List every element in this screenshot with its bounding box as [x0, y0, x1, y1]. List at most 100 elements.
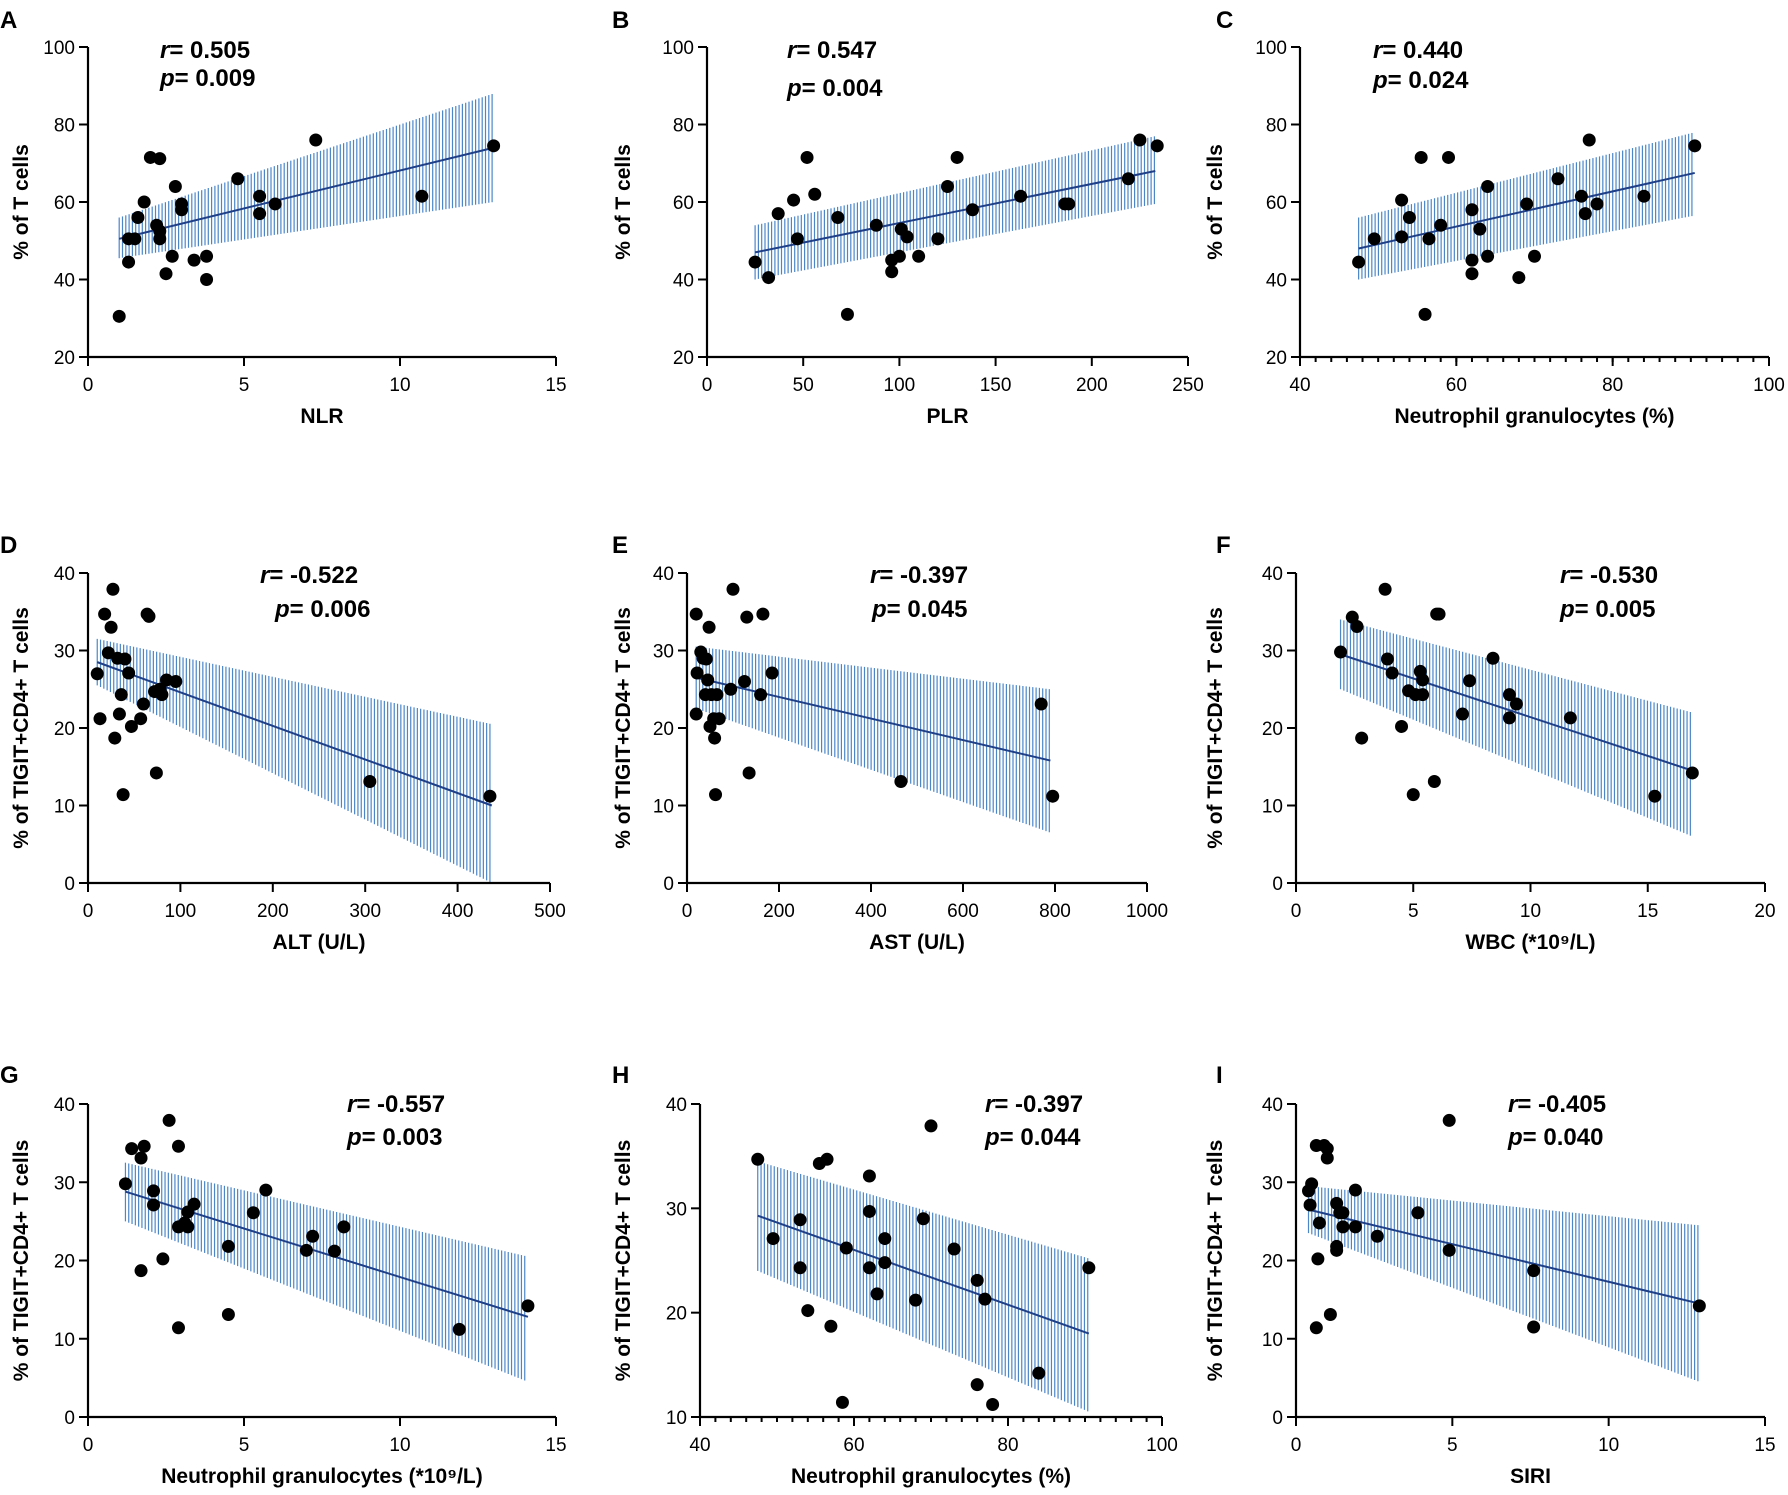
data-points — [689, 582, 1060, 803]
r-value: = -0.522 — [269, 562, 358, 589]
regression-line — [754, 170, 1156, 254]
x-axis-label: Neutrophil granulocytes (%) — [1394, 405, 1674, 428]
data-point — [175, 203, 189, 217]
data-point — [712, 712, 726, 726]
data-point — [200, 249, 214, 263]
data-point — [894, 774, 908, 788]
data-point — [702, 620, 716, 634]
y-tick-label: 40 — [54, 564, 75, 585]
r-symbol: r — [1508, 1091, 1519, 1118]
correlation-r: r= -0.530 — [1560, 562, 1658, 589]
p-value-label: p= 0.006 — [274, 596, 370, 623]
y-tick-label: 30 — [1262, 1173, 1283, 1194]
data-point — [724, 682, 738, 696]
p-value: = 0.006 — [290, 596, 371, 623]
panel-letter: D — [0, 532, 17, 559]
data-point — [870, 1287, 884, 1301]
y-tick-label: 60 — [1266, 193, 1287, 214]
data-point — [116, 788, 130, 802]
data-point — [1502, 711, 1516, 725]
data-point — [900, 230, 914, 244]
y-tick-label: 40 — [666, 1095, 687, 1116]
data-point — [1685, 766, 1699, 780]
p-value: = 0.004 — [802, 75, 883, 102]
y-axis-label: % of T cells — [612, 144, 635, 260]
x-axis-label: NLR — [300, 405, 343, 428]
r-value: = -0.557 — [356, 1091, 445, 1118]
confidence-band — [124, 1162, 526, 1381]
p-value: = 0.003 — [362, 1124, 443, 1151]
data-point — [1336, 1206, 1350, 1220]
data-point — [689, 607, 703, 621]
data-point — [909, 1293, 923, 1307]
data-point — [1427, 774, 1441, 788]
data-point — [1330, 1239, 1344, 1253]
data-point — [1402, 211, 1416, 224]
data-point — [452, 1322, 466, 1336]
data-point — [1582, 133, 1596, 147]
data-point — [1578, 207, 1592, 221]
data-point — [1520, 197, 1534, 211]
x-tick-label: 0 — [83, 901, 94, 922]
y-tick-label: 20 — [673, 348, 694, 369]
data-point — [1305, 1177, 1319, 1191]
data-point — [1352, 255, 1366, 269]
data-point — [90, 667, 104, 681]
data-point — [122, 255, 136, 269]
panel-letter: B — [612, 7, 629, 34]
data-point — [1370, 1229, 1384, 1243]
y-axis-label: % of TIGIT+CD4+ T cells — [1204, 607, 1227, 849]
x-axis-label: Neutrophil granulocytes (%) — [791, 1465, 1071, 1488]
panel-letter: I — [1216, 1062, 1223, 1089]
correlation-r: r= -0.557 — [347, 1091, 445, 1118]
panel-letter: C — [1216, 7, 1233, 34]
y-tick-label: 30 — [54, 1173, 75, 1194]
x-tick-label: 1000 — [1126, 901, 1168, 922]
data-point — [1473, 222, 1487, 236]
p-symbol: p — [984, 1124, 1000, 1151]
data-point — [171, 1139, 185, 1153]
data-point — [1348, 1183, 1362, 1197]
data-point — [153, 152, 167, 166]
y-tick-label: 80 — [673, 116, 694, 137]
x-tick-label: 15 — [545, 1435, 566, 1456]
data-point — [835, 1395, 849, 1409]
data-points — [751, 1119, 1096, 1411]
x-tick-label: 0 — [83, 375, 94, 396]
data-point — [1512, 271, 1526, 285]
panel-i: I 0 10 20 30 40 0 5 10 15 SIRI % of TIGIT+CD4+ T ce… — [1204, 1062, 1776, 1488]
data-point — [268, 197, 282, 211]
data-point — [701, 673, 715, 687]
data-point — [1320, 1151, 1334, 1165]
data-point — [149, 766, 163, 780]
x-tick-label: 80 — [997, 1435, 1018, 1456]
data-point — [1414, 150, 1428, 164]
data-point — [1406, 788, 1420, 802]
p-value-label: p= 0.005 — [1559, 596, 1655, 623]
data-point — [137, 195, 151, 209]
data-point — [771, 207, 785, 221]
y-tick-label: 100 — [43, 38, 75, 59]
x-tick-label: 15 — [1754, 1435, 1775, 1456]
x-tick-label: 0 — [1291, 1435, 1302, 1456]
data-point — [147, 1184, 161, 1198]
data-point — [1465, 203, 1479, 217]
data-point — [709, 788, 723, 802]
data-point — [1046, 789, 1060, 803]
data-point — [742, 766, 756, 780]
p-symbol: p — [1372, 67, 1388, 94]
data-point — [134, 1264, 148, 1278]
x-tick-label: 15 — [545, 375, 566, 396]
y-tick-label: 30 — [1262, 642, 1283, 663]
data-point — [93, 712, 107, 726]
y-tick-label: 20 — [54, 1252, 75, 1273]
data-point — [134, 712, 148, 726]
y-tick-label: 10 — [1262, 797, 1283, 818]
data-point — [1418, 307, 1432, 321]
y-axis-label: % of TIGIT+CD4+ T cells — [10, 1140, 33, 1382]
data-point — [1432, 607, 1446, 621]
